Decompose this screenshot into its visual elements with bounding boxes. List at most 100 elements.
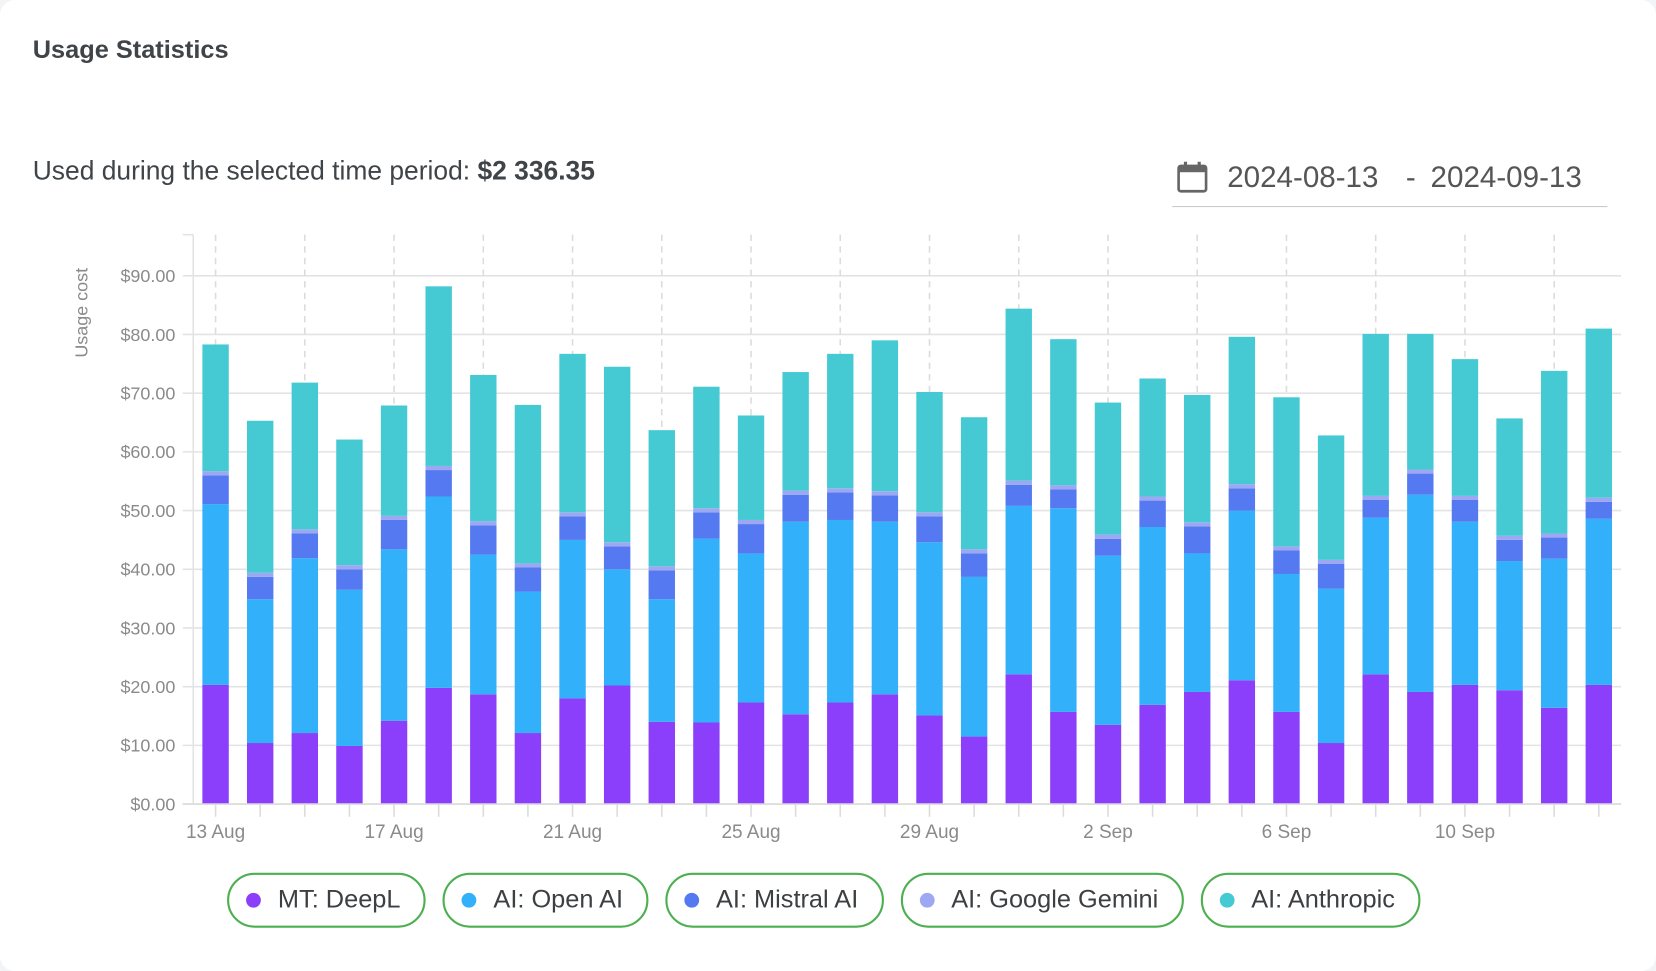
bar-segment-ai-mistral-ai <box>1317 563 1345 589</box>
legend-dot-icon <box>684 892 700 908</box>
bar-segment-mt-deepl <box>559 698 586 805</box>
bar-segment-ai-open-ai <box>1184 553 1211 692</box>
bar-segment-ai-anthropic <box>916 391 943 513</box>
bar-segment-mt-deepl <box>1451 684 1479 805</box>
bar-segment-ai-anthropic <box>1540 370 1568 534</box>
bar-segment-ai-mistral-ai <box>425 470 452 497</box>
bar-segment-ai-google-gemini <box>470 521 497 526</box>
bar-segment-ai-open-ai <box>1317 588 1345 744</box>
legend-dot-icon <box>1219 892 1235 908</box>
y-axis-label: Usage cost <box>72 268 92 358</box>
bar-segment-ai-google-gemini <box>380 515 408 520</box>
bar-segment-ai-anthropic <box>380 405 408 516</box>
legend-item-ai-google-gemini[interactable]: AI: Google Gemini <box>900 872 1184 928</box>
bar-segment-ai-open-ai <box>514 591 542 734</box>
bar-segment-mt-deepl <box>960 736 988 805</box>
x-tick-label: 29 Aug <box>900 822 959 843</box>
bar-segment-mt-deepl <box>246 743 274 805</box>
y-tick-label: $0.00 <box>130 794 175 814</box>
bar-segment-mt-deepl <box>1407 691 1434 805</box>
bar-segment-ai-mistral-ai <box>1139 500 1166 528</box>
bar-segment-ai-google-gemini <box>1050 485 1077 490</box>
bar-segment-ai-google-gemini <box>1540 533 1568 538</box>
bar-segment-ai-mistral-ai <box>916 516 943 543</box>
calendar-icon[interactable] <box>1176 161 1208 193</box>
bar-segment-ai-google-gemini <box>514 563 542 568</box>
usage-summary-label: Used during the selected time period: <box>32 156 471 186</box>
bar-segment-ai-open-ai <box>291 558 319 734</box>
date-range-separator: - <box>1405 160 1416 193</box>
bar-segment-ai-google-gemini <box>1496 535 1523 540</box>
bar-segment-ai-open-ai <box>960 576 988 737</box>
y-tick-label: $10.00 <box>120 736 175 756</box>
bar-segment-ai-google-gemini <box>1273 546 1300 551</box>
bar-segment-ai-anthropic <box>871 340 899 492</box>
bar-segment-ai-mistral-ai <box>693 512 720 539</box>
bar-segment-ai-google-gemini <box>960 549 988 554</box>
bar-segment-ai-anthropic <box>1184 394 1211 523</box>
bar-segment-ai-google-gemini <box>559 512 586 517</box>
bar-segment-ai-open-ai <box>1228 510 1256 681</box>
card-title: Usage Statistics <box>32 35 229 65</box>
bar-segment-ai-mistral-ai <box>559 516 586 540</box>
bar-segment-mt-deepl <box>1362 674 1389 805</box>
legend-item-mt-deepl[interactable]: MT: DeepL <box>227 872 426 928</box>
y-tick-label: $90.00 <box>120 266 175 286</box>
legend-dot-icon <box>461 892 477 908</box>
bar-segment-ai-mistral-ai <box>1585 501 1613 519</box>
bar-segment-ai-open-ai <box>202 504 229 685</box>
bar-segment-ai-anthropic <box>960 417 988 550</box>
bar-segment-ai-mistral-ai <box>1407 473 1434 495</box>
bar-segment-ai-google-gemini <box>1362 495 1389 501</box>
bar-segment-ai-open-ai <box>1451 521 1479 685</box>
bar-segment-ai-open-ai <box>916 542 943 716</box>
x-tick-label: 21 Aug <box>543 822 602 843</box>
date-range-end[interactable]: 2024-09-13 <box>1430 160 1582 193</box>
bar-segment-mt-deepl <box>1139 704 1166 805</box>
legend-label: AI: Open AI <box>493 885 624 914</box>
bar-segment-ai-google-gemini <box>1451 495 1479 501</box>
bar-segment-ai-mistral-ai <box>380 519 408 550</box>
bar-segment-ai-google-gemini <box>827 488 854 493</box>
bar-segment-mt-deepl <box>1585 684 1613 805</box>
bar-segment-ai-google-gemini <box>1407 469 1434 474</box>
bar-segment-ai-mistral-ai <box>1005 484 1032 506</box>
bar-segment-ai-anthropic <box>1451 359 1479 496</box>
bar-segment-ai-google-gemini <box>425 465 452 471</box>
date-range-start[interactable]: 2024-08-13 <box>1227 160 1379 193</box>
legend-item-ai-open-ai[interactable]: AI: Open AI <box>442 872 649 928</box>
bar-segment-ai-open-ai <box>693 538 720 723</box>
bar-segment-ai-open-ai <box>1585 518 1613 685</box>
bar-segment-mt-deepl <box>1540 707 1568 805</box>
bar-segment-mt-deepl <box>336 745 363 805</box>
legend-item-ai-anthropic[interactable]: AI: Anthropic <box>1200 872 1421 928</box>
x-tick-label: 13 Aug <box>186 822 245 843</box>
bar-segment-ai-mistral-ai <box>1496 539 1523 562</box>
bar-segment-mt-deepl <box>871 694 899 805</box>
bar-segment-ai-mistral-ai <box>1094 538 1122 556</box>
bar-segment-ai-anthropic <box>737 415 765 520</box>
bar-segment-ai-open-ai <box>737 553 765 703</box>
legend-item-ai-mistral-ai[interactable]: AI: Mistral AI <box>665 872 884 928</box>
bar-segment-ai-open-ai <box>246 599 274 744</box>
x-tick-label: 2 Sep <box>1083 822 1133 843</box>
bar-segment-ai-anthropic <box>1094 402 1122 535</box>
bar-segment-mt-deepl <box>425 687 452 805</box>
bar-segment-ai-open-ai <box>1540 558 1568 708</box>
bar-segment-mt-deepl <box>1184 691 1211 805</box>
bar-segment-ai-open-ai <box>380 549 408 721</box>
bar-segment-ai-anthropic <box>291 382 319 530</box>
bar-segment-mt-deepl <box>380 720 408 805</box>
bar-segment-ai-anthropic <box>1585 328 1613 498</box>
bar-segment-ai-anthropic <box>1005 308 1032 481</box>
y-tick-label: $50.00 <box>120 501 175 521</box>
bar-segment-ai-open-ai <box>871 521 899 695</box>
y-tick-label: $80.00 <box>120 325 175 345</box>
date-range-picker[interactable]: 2024-08-13 - 2024-09-13 <box>1172 148 1608 208</box>
bar-segment-ai-anthropic <box>648 430 675 567</box>
bar-segment-ai-anthropic <box>514 404 542 564</box>
stacked-bar-chart: $0.00 $10.00 $20.00 $30.00 $40.00 $50.00 $60.0… <box>72 233 1622 843</box>
bar-segment-ai-open-ai <box>336 589 363 746</box>
bar-segment-ai-open-ai <box>470 554 497 695</box>
x-tick-label: 17 Aug <box>364 822 423 843</box>
